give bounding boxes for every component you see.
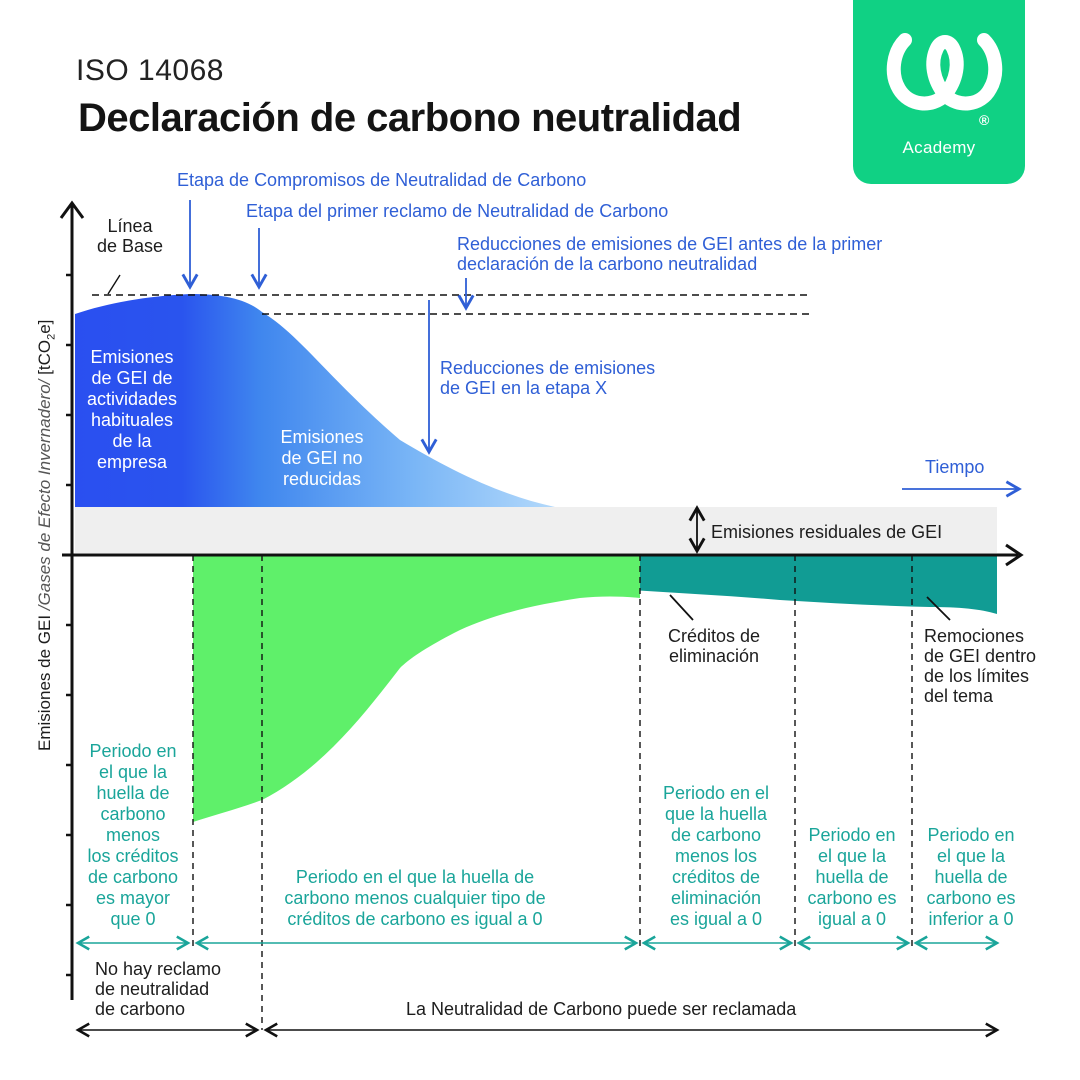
period-line: créditos de [671,867,761,887]
period-line: los créditos [87,846,179,866]
removal-credits-label: Créditos de eliminación [658,626,770,666]
y-axis-label-end: e] [35,319,54,334]
period-line: que 0 [110,909,156,929]
period-line: que la huella [664,804,768,824]
period-line: Periodo en el que la huella de [295,867,535,887]
time-label: Tiempo [925,457,985,477]
habitual-line: Emisiones [90,347,174,367]
reductions-stage-x-label: Reducciones de emisiones de GEI en la et… [440,358,655,398]
period-line: carbono menos cualquier tipo de [284,888,546,908]
period-line: menos los [674,846,758,866]
no-claim-line: No hay reclamo [95,959,222,979]
emissions-area [75,294,555,507]
academy-logo: ® Academy [853,0,1025,184]
period-line: carbono es [807,888,897,908]
reductions-before-line-2: declaración de la carbono neutralidad [457,254,758,274]
period-line: de carbono [87,867,179,887]
y-axis-label-main: Emisiones de GEI [35,614,54,751]
academy-brand-text: Academy [902,138,976,157]
period-3-text: Periodo en el que la huella de carbono m… [648,783,784,930]
period-line: es mayor [95,888,171,908]
removal-credits-line: eliminación [668,646,760,666]
period-line: Periodo en [89,741,177,761]
y-axis-label: Emisiones de GEI /Gases de Efecto Invern… [35,320,57,751]
period-line: es igual a 0 [669,909,763,929]
period-line: huella de [815,867,889,887]
no-claim-line: de neutralidad [95,979,210,999]
period-line: créditos de carbono es igual a 0 [287,909,543,929]
not-reduced-line: de GEI no [281,448,363,468]
reductions-before-label: Reducciones de emisiones de GEI antes de… [457,234,882,274]
period-line: Periodo en [808,825,896,845]
period-4-text: Periodo en el que la huella de carbono e… [797,825,907,930]
habitual-line: de GEI de [91,368,173,388]
period-line: el que la [817,846,887,866]
no-claim-label: No hay reclamo de neutralidad de carbono [95,959,221,1019]
iso-tag: ISO 14068 [74,54,230,88]
baseline-pointer [107,274,121,295]
period-line: huella de [934,867,1008,887]
reductions-stage-x-line-2: de GEI en la etapa X [440,378,608,398]
y-axis-label-unit: [tCO [35,339,54,375]
habitual-line: actividades [86,389,178,409]
period-line: carbono es [926,888,1016,908]
reductions-stage-x-line-1: Reducciones de emisiones [440,358,656,378]
y-axis-label-sub: 2 [45,333,58,340]
period-line: el que la [936,846,1006,866]
y-axis-arrowhead [59,200,85,219]
residual-emissions-band [75,507,997,553]
y-axis-label-italic: /Gases de Efecto Invernadero/ [35,379,54,611]
period-line: Periodo en [927,825,1015,845]
period-line: menos [105,825,161,845]
period-line: Periodo en el [662,783,770,803]
habitual-line: habituales [90,410,174,430]
baseline-label: Línea de Base [95,216,165,256]
removals-line: de GEI dentro [924,646,1037,666]
first-claim-stage-label: Etapa del primer reclamo de Neutralidad … [246,201,669,221]
iso-tag-text: ISO 14068 [76,54,224,87]
period-line: el que la [98,762,168,782]
period-line: eliminación [670,888,762,908]
period-2-text: Periodo en el que la huella de carbono m… [255,867,575,930]
page-title: Declaración de carbono neutralidad [78,96,742,140]
habitual-line: de la [112,431,152,451]
removal-credits-line: Créditos de [667,626,761,646]
removals-label: Remociones de GEI dentro de los límites … [924,626,1036,706]
habitual-line: empresa [96,452,168,472]
commitment-stage-label: Etapa de Compromisos de Neutralidad de C… [177,170,587,190]
reductions-before-line-1: Reducciones de emisiones de GEI antes de… [457,234,883,254]
baseline-label-line-1: Línea [107,216,153,236]
x-axis-arrowhead [1005,543,1024,567]
period-line: huella de [96,783,170,803]
y-axis-ticks [66,273,72,977]
removals-line: Remociones [924,626,1025,646]
academy-w-logo-icon [886,33,1003,111]
removals-line: del tema [924,686,994,706]
habitual-emissions-label: Emisiones de GEI de actividades habitual… [72,347,192,473]
period-1-text: Periodo en el que la huella de carbono m… [75,741,191,930]
no-claim-line: de carbono [95,999,186,1019]
credits-area [193,555,640,822]
period-line: de carbono [670,825,762,845]
period-5-text: Periodo en el que la huella de carbono e… [915,825,1027,930]
period-line: carbono [100,804,166,824]
baseline-label-line-2: de Base [96,236,164,256]
removals-line: de los límites [924,666,1030,686]
removal-credits-leader [669,594,694,621]
removals-leader [926,596,951,621]
period-line: inferior a 0 [928,909,1014,929]
residual-label: Emisiones residuales de GEI [711,522,943,542]
registered-mark: ® [979,112,990,128]
not-reduced-line: Emisiones [280,427,364,447]
claimable-label: La Neutralidad de Carbono puede ser recl… [406,999,797,1019]
not-reduced-line: reducidas [282,469,362,489]
period-line: igual a 0 [817,909,887,929]
not-reduced-emissions-label: Emisiones de GEI no reducidas [262,427,382,490]
